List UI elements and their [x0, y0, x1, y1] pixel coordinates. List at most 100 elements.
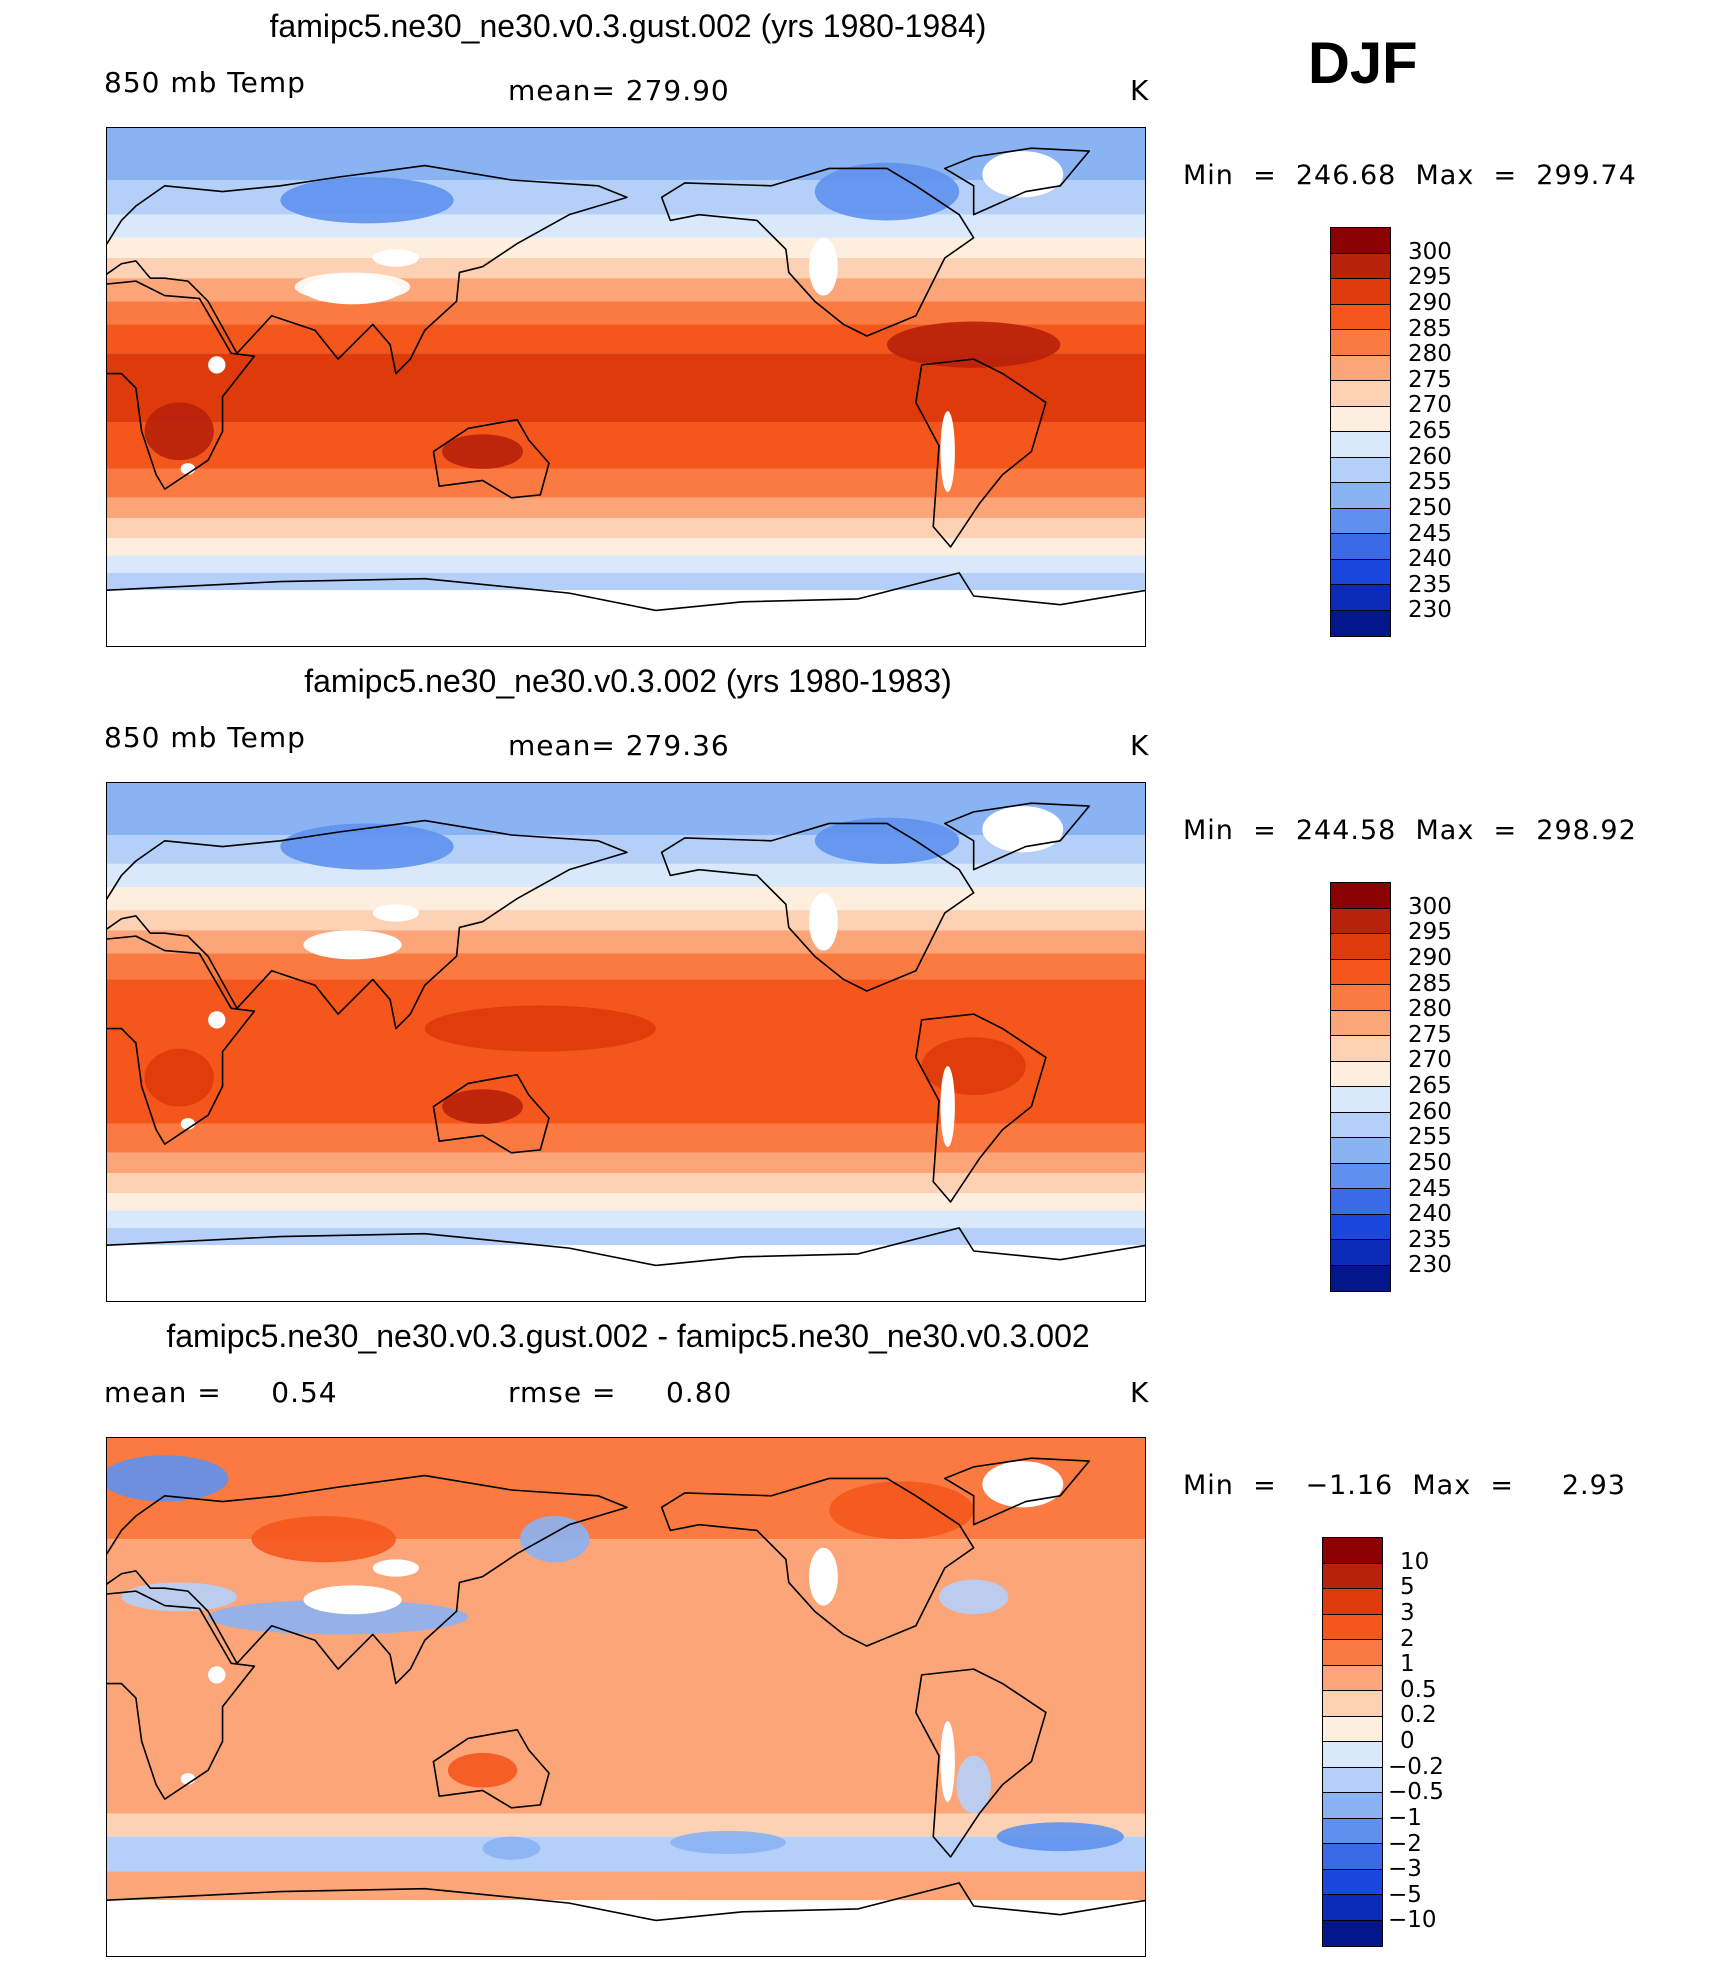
colorbar-tick-label: 5 [1400, 1574, 1415, 1601]
colorbar-tick-label: −10 [1388, 1907, 1437, 1934]
colorbar-tick-label: 280 [1408, 996, 1452, 1023]
colorbar-tick-label: 0.5 [1400, 1676, 1437, 1703]
colorbar-tick-label: 2 [1400, 1625, 1415, 1652]
panel2-left-label: 850 mb Temp [104, 721, 306, 754]
temperature-band [107, 258, 1145, 279]
coastline-eurasia [107, 164, 628, 375]
coastline-south-america [915, 1013, 1047, 1203]
colorbar-tick-label: 245 [1408, 1175, 1452, 1202]
colorbar-tick-label: 230 [1408, 597, 1452, 624]
colorbar-swatch [1331, 330, 1390, 356]
coastline-south-america [915, 358, 1047, 548]
temperature-anomaly-blob [442, 1089, 523, 1124]
colorbar-tick-label: 230 [1408, 1252, 1452, 1279]
temperature-band [107, 783, 1145, 835]
panel1-units: K [1130, 74, 1150, 107]
temperature-band [107, 953, 1145, 980]
colorbar-swatch [1331, 883, 1390, 909]
coastline-australia [432, 1073, 550, 1154]
colorbar-swatch [1331, 1138, 1390, 1164]
colorbar-tick-label: 250 [1408, 1149, 1452, 1176]
colorbar-swatch [1331, 559, 1390, 585]
colorbar-swatch [1331, 908, 1390, 934]
season-label: DJF [1308, 31, 1418, 96]
missing-data-mongolia [372, 1559, 419, 1577]
temperature-anomaly-blob [107, 1455, 229, 1502]
panel1-map [106, 127, 1146, 647]
colorbar-swatch [1323, 1563, 1382, 1589]
colorbar-swatch [1323, 1742, 1382, 1768]
coastline-africa [107, 1590, 256, 1800]
missing-data-tibet [303, 930, 402, 960]
temperature-band [107, 863, 1145, 887]
colorbar-swatch [1331, 355, 1390, 381]
panel1-map-svg [107, 128, 1145, 646]
coastline-eurasia [107, 1474, 628, 1685]
colorbar-tick-label: 260 [1408, 1098, 1452, 1125]
colorbar-tick-label: −0.2 [1388, 1753, 1444, 1780]
temperature-anomaly-blob [956, 1755, 992, 1814]
panel1-minmax: Min = 246.68 Max = 299.74 [1183, 160, 1637, 191]
colorbar-swatch [1331, 959, 1390, 985]
coastline-africa [107, 280, 256, 490]
panel2-map [106, 782, 1146, 1302]
colorbar-tick-label: 0 [1400, 1728, 1415, 1754]
missing-data-greenland [982, 151, 1064, 198]
colorbar-swatch [1331, 1189, 1390, 1215]
colorbar-swatch [1331, 228, 1390, 254]
missing-data-mongolia [372, 249, 419, 267]
temperature-band [107, 1152, 1145, 1173]
temperature-band [107, 301, 1145, 325]
temperature-anomaly-blob [144, 402, 214, 461]
colorbar-swatch [1331, 457, 1390, 483]
missing-data-antarctica [107, 1245, 1145, 1301]
temperature-anomaly-blob [887, 321, 1061, 368]
colorbar-tick-label: 3 [1400, 1599, 1415, 1626]
colorbar-swatch [1323, 1716, 1382, 1742]
temperature-band [107, 1813, 1145, 1837]
colorbar-tick-label: 265 [1408, 418, 1452, 444]
colorbar-swatch [1323, 1665, 1382, 1691]
temperature-anomaly-blob [424, 1005, 656, 1052]
coastline-australia [432, 418, 550, 499]
temperature-band [107, 1193, 1145, 1211]
coastline-australia [432, 1728, 550, 1809]
colorbar-tick-label: 275 [1408, 366, 1452, 393]
temperature-anomaly-blob [121, 1582, 237, 1612]
colorbar-tick-label: 240 [1408, 546, 1452, 573]
temperature-band [107, 1836, 1145, 1872]
colorbar-swatch [1331, 1010, 1390, 1036]
temperature-anomaly-blob [996, 1822, 1124, 1852]
coastline-north-america [660, 822, 975, 992]
colorbar-tick-label: 10 [1400, 1548, 1430, 1575]
colorbar-tick-label: 245 [1408, 520, 1452, 547]
missing-data-antarctica [107, 1900, 1145, 1956]
colorbar-tick-label: 280 [1408, 341, 1452, 368]
colorbar-tick-label: 275 [1408, 1021, 1452, 1048]
coastline-north-america [660, 167, 975, 337]
colorbar-swatch [1331, 1265, 1390, 1291]
temperature-band [107, 572, 1145, 591]
temperature-band [107, 1227, 1145, 1246]
colorbar-tick-label: −5 [1388, 1881, 1422, 1908]
temperature-band [107, 930, 1145, 954]
colorbar-swatch [1323, 1818, 1382, 1844]
colorbar-tick-label: −2 [1388, 1830, 1422, 1857]
missing-data-east-africa [208, 1011, 226, 1029]
colorbar-tick-label: 240 [1408, 1201, 1452, 1228]
temperature-band [107, 468, 1145, 498]
colorbar-swatch [1323, 1589, 1382, 1615]
temperature-band [107, 128, 1145, 180]
colorbar-swatch [1331, 985, 1390, 1011]
temperature-anomaly-blob [280, 823, 454, 870]
missing-data-tibet [303, 275, 402, 305]
temperature-anomaly-blob [442, 434, 523, 469]
colorbar-swatch [1323, 1895, 1382, 1921]
missing-data-andes [940, 1721, 955, 1802]
colorbar-swatch [1331, 304, 1390, 330]
colorbar-swatch [1331, 279, 1390, 305]
colorbar-tick-label: 270 [1408, 392, 1452, 419]
colorbar-tick-label: −1 [1388, 1804, 1422, 1831]
temperature-band [107, 1210, 1145, 1228]
temperature-band [107, 887, 1145, 911]
